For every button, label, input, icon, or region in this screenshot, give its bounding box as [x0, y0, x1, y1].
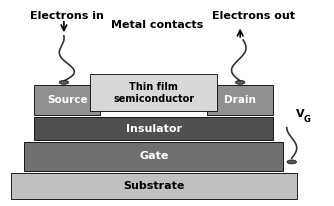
Bar: [207, 85, 274, 115]
Text: G: G: [304, 116, 311, 124]
Text: Insulator: Insulator: [126, 124, 182, 133]
Bar: [34, 85, 101, 115]
Bar: [91, 74, 217, 111]
Text: Thin film
semiconductor: Thin film semiconductor: [113, 82, 194, 104]
Ellipse shape: [59, 80, 69, 84]
Text: Substrate: Substrate: [123, 181, 184, 191]
Text: V: V: [296, 109, 304, 119]
Text: Metal contacts: Metal contacts: [111, 20, 203, 30]
Text: Source: Source: [47, 95, 88, 105]
Ellipse shape: [235, 80, 245, 84]
Text: Drain: Drain: [224, 95, 256, 105]
Text: Electrons in: Electrons in: [30, 11, 104, 21]
Bar: [34, 117, 274, 140]
Text: Gate: Gate: [139, 151, 168, 161]
Bar: [11, 173, 297, 199]
Bar: [24, 142, 284, 171]
Ellipse shape: [287, 160, 297, 164]
Text: Electrons out: Electrons out: [212, 11, 295, 21]
